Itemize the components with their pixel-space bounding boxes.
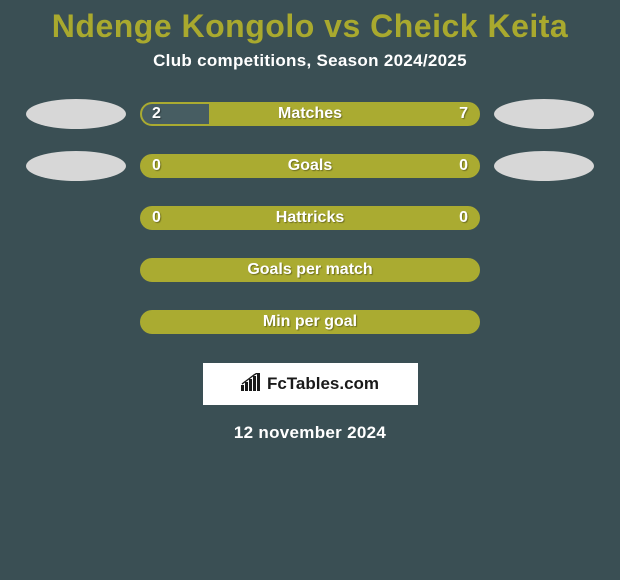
date-line: 12 november 2024 [0, 423, 620, 443]
bar-chart-icon [241, 373, 263, 396]
right-ellipse [494, 151, 594, 181]
stat-label: Min per goal [263, 313, 357, 331]
stat-row: 0 Goals 0 [0, 151, 620, 181]
stat-bar: Goals per match [140, 258, 480, 282]
stat-bar: Min per goal [140, 310, 480, 334]
brand-text: FcTables.com [267, 374, 379, 394]
stat-row: Goals per match [0, 255, 620, 285]
left-value: 0 [152, 209, 161, 227]
stat-label: Goals [288, 157, 332, 175]
right-value: 7 [459, 105, 468, 123]
subtitle: Club competitions, Season 2024/2025 [0, 51, 620, 71]
stat-bar: 2 Matches 7 [140, 102, 480, 126]
right-value: 0 [459, 157, 468, 175]
stat-row: 0 Hattricks 0 [0, 203, 620, 233]
right-value: 0 [459, 209, 468, 227]
comparison-infographic: Ndenge Kongolo vs Cheick Keita Club comp… [0, 0, 620, 443]
left-value: 0 [152, 157, 161, 175]
stat-rows: 2 Matches 7 0 Goals 0 0 [0, 99, 620, 337]
stat-label: Goals per match [247, 261, 372, 279]
stat-bar: 0 Goals 0 [140, 154, 480, 178]
brand-box: FcTables.com [203, 363, 418, 405]
left-value: 2 [152, 105, 161, 123]
left-ellipse [26, 151, 126, 181]
stat-row: 2 Matches 7 [0, 99, 620, 129]
left-ellipse [26, 99, 126, 129]
stat-row: Min per goal [0, 307, 620, 337]
stat-label: Hattricks [276, 209, 344, 227]
right-ellipse [494, 99, 594, 129]
stat-label: Matches [278, 105, 342, 123]
page-title: Ndenge Kongolo vs Cheick Keita [0, 8, 620, 45]
stat-bar: 0 Hattricks 0 [140, 206, 480, 230]
